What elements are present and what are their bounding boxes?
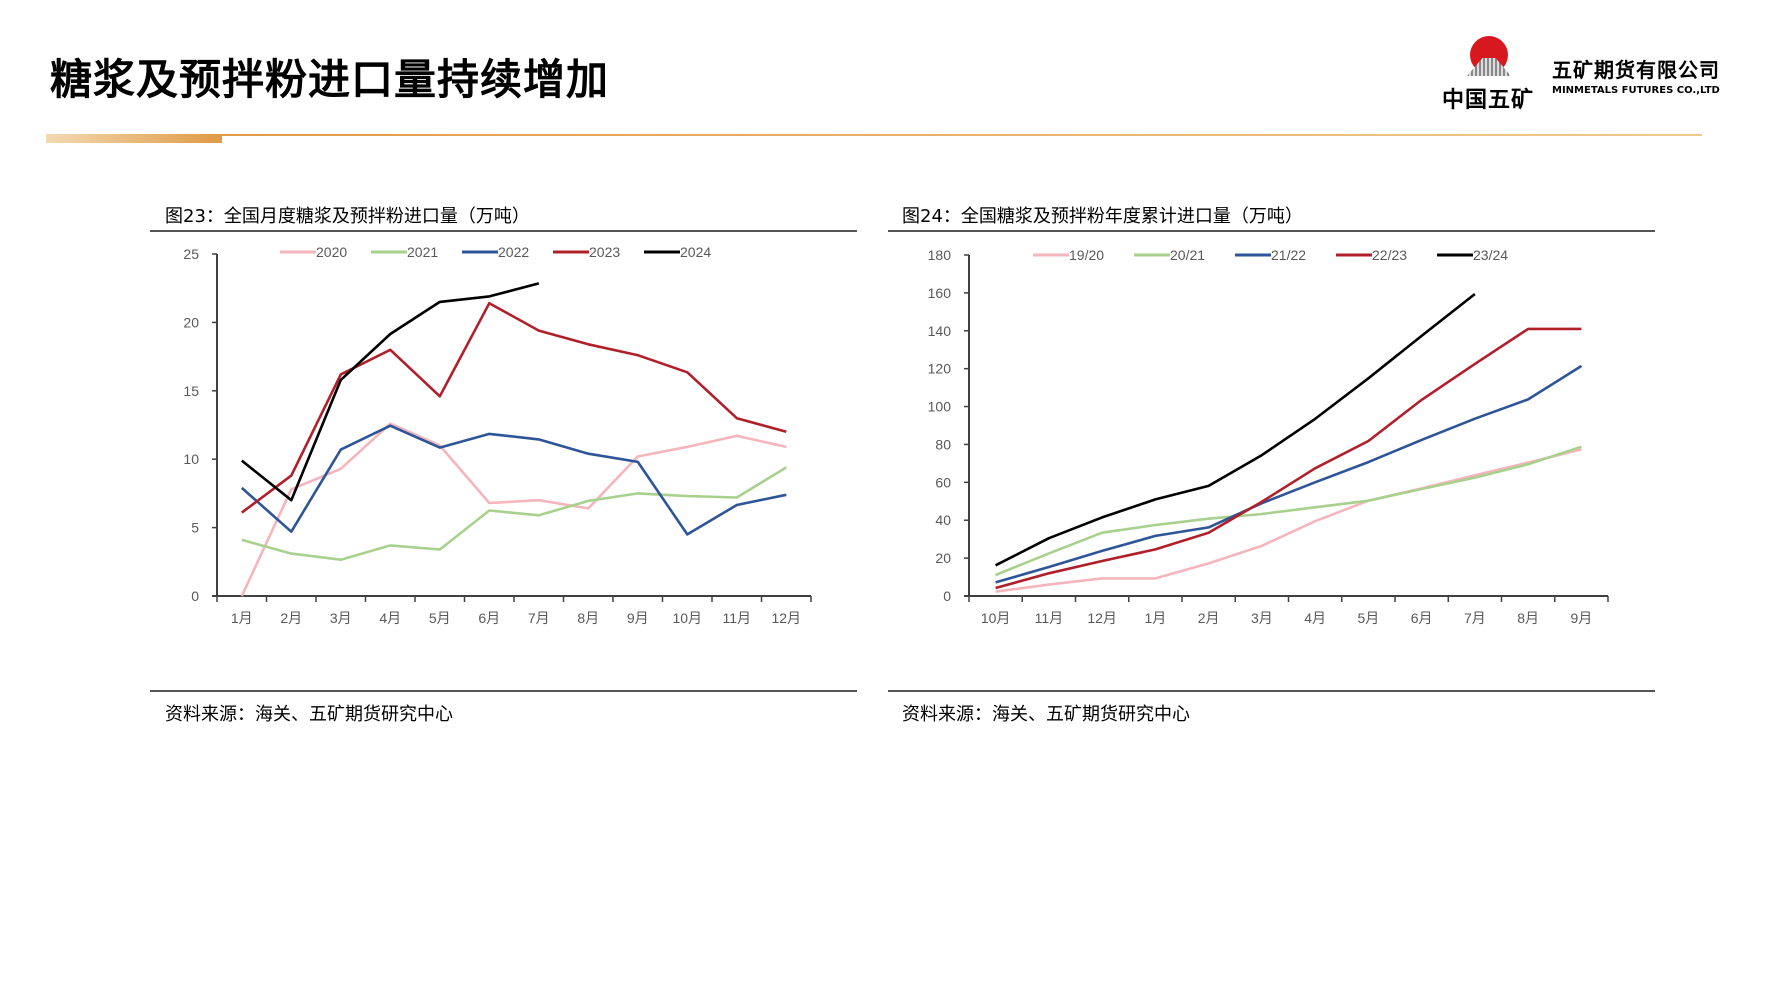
series-line-2024 bbox=[240, 282, 540, 502]
x-tick-label: 9月 bbox=[1570, 610, 1592, 626]
x-tick-label: 1月 bbox=[1144, 610, 1166, 626]
y-tick-label: 100 bbox=[928, 399, 952, 415]
legend-label: 22/23 bbox=[1372, 247, 1407, 263]
y-tick-label: 180 bbox=[928, 247, 952, 263]
x-tick-label: 8月 bbox=[1517, 610, 1539, 626]
fig23-source: 资料来源：海关、五矿期货研究中心 bbox=[165, 704, 453, 725]
company-name-en: MINMETALS FUTURES CO.,LTD bbox=[1552, 85, 1720, 96]
x-tick-label: 4月 bbox=[379, 610, 401, 626]
x-tick-label: 6月 bbox=[1411, 610, 1433, 626]
y-tick-label: 25 bbox=[183, 246, 199, 262]
series-line-22-23 bbox=[995, 327, 1582, 590]
fig23-title: 图23：全国月度糖浆及预拌粉进口量（万吨） bbox=[165, 206, 530, 227]
y-tick-label: 10 bbox=[183, 451, 199, 467]
fig23-chart: 0 5 10 15 20 25 1月 2月 3月 4月 5月 6月 7月 8月 9月 10月 11月 12月 202… bbox=[183, 244, 812, 626]
fig24-top-rule bbox=[888, 230, 1655, 232]
legend-label: 2023 bbox=[589, 244, 620, 260]
legend-label: 19/20 bbox=[1069, 247, 1104, 263]
y-tick-label: 15 bbox=[183, 383, 199, 399]
series-line-23-24 bbox=[995, 292, 1476, 567]
x-tick-label: 5月 bbox=[1357, 610, 1379, 626]
series-line-2022 bbox=[240, 424, 787, 536]
x-tick-label: 3月 bbox=[1251, 610, 1273, 626]
legend-label: 2021 bbox=[407, 244, 438, 260]
fig24-source: 资料来源：海关、五矿期货研究中心 bbox=[902, 704, 1190, 725]
x-tick-label: 10月 bbox=[672, 610, 702, 626]
y-tick-label: 40 bbox=[935, 512, 951, 528]
x-tick-label: 2月 bbox=[1198, 610, 1220, 626]
fig23-bottom-rule bbox=[150, 690, 857, 692]
fig24-bottom-rule bbox=[888, 690, 1655, 692]
y-tick-label: 20 bbox=[935, 550, 951, 566]
header-accent-bar bbox=[46, 134, 222, 143]
legend-label: 2022 bbox=[498, 244, 529, 260]
x-tick-label: 6月 bbox=[478, 610, 500, 626]
x-tick-label: 9月 bbox=[627, 610, 649, 626]
y-tick-label: 160 bbox=[928, 285, 952, 301]
page-title: 糖浆及预拌粉进口量持续增加 bbox=[50, 55, 610, 104]
y-tick-label: 5 bbox=[191, 520, 199, 536]
x-tick-label: 2月 bbox=[280, 610, 302, 626]
company-name-cn: 五矿期货有限公司 bbox=[1552, 58, 1720, 82]
legend-label: 2020 bbox=[316, 244, 347, 260]
logo-text: 中国五矿 bbox=[1442, 88, 1535, 113]
legend-label: 23/24 bbox=[1473, 247, 1508, 263]
series-line-2020 bbox=[240, 422, 787, 597]
fig24-title: 图24：全国糖浆及预拌粉年度累计进口量（万吨） bbox=[902, 206, 1303, 227]
x-tick-label: 11月 bbox=[722, 610, 751, 626]
header-divider bbox=[222, 134, 1702, 136]
x-tick-label: 3月 bbox=[330, 610, 352, 626]
x-tick-label: 1月 bbox=[231, 610, 253, 626]
y-tick-label: 0 bbox=[943, 588, 951, 604]
series-line-20-21 bbox=[995, 445, 1582, 577]
series-line-2023 bbox=[241, 301, 787, 514]
x-tick-label: 10月 bbox=[981, 610, 1011, 626]
china-minmetals-logo: 中国五矿 bbox=[1440, 36, 1540, 116]
series-line-21-22 bbox=[995, 364, 1583, 584]
y-tick-label: 140 bbox=[928, 323, 952, 339]
y-tick-label: 60 bbox=[935, 474, 951, 490]
series-line-19-20 bbox=[995, 448, 1582, 593]
x-tick-label: 11月 bbox=[1035, 610, 1064, 626]
fig24-chart: 0 20 40 60 80 100 120 140 160 180 10月 11月 12月 1月 2月 3月 4… bbox=[928, 247, 1609, 626]
x-tick-label: 12月 bbox=[771, 610, 801, 626]
x-tick-label: 7月 bbox=[528, 610, 550, 626]
x-tick-label: 12月 bbox=[1087, 610, 1117, 626]
fig23-top-rule bbox=[150, 230, 857, 232]
company-name: 五矿期货有限公司 MINMETALS FUTURES CO.,LTD bbox=[1552, 54, 1720, 96]
x-tick-label: 7月 bbox=[1464, 610, 1486, 626]
legend-label: 2024 bbox=[680, 244, 711, 260]
x-tick-label: 5月 bbox=[429, 610, 451, 626]
series-line-2021 bbox=[241, 466, 787, 561]
legend-label: 20/21 bbox=[1170, 247, 1205, 263]
legend-label: 21/22 bbox=[1271, 247, 1306, 263]
y-tick-label: 20 bbox=[183, 314, 199, 330]
y-tick-label: 80 bbox=[935, 436, 951, 452]
y-tick-label: 0 bbox=[191, 588, 199, 604]
x-tick-label: 4月 bbox=[1304, 610, 1326, 626]
x-tick-label: 8月 bbox=[577, 610, 599, 626]
y-tick-label: 120 bbox=[928, 361, 952, 377]
